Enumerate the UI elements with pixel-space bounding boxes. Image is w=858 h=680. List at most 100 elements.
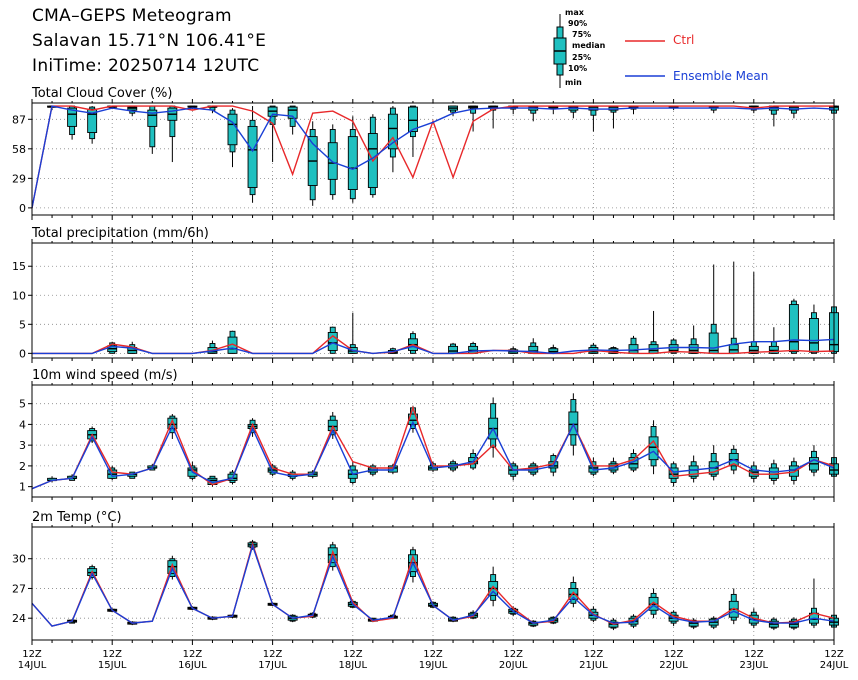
panel-frame — [31, 102, 835, 216]
x-date-label: 14JUL — [18, 660, 47, 671]
y-tick-label: 27 — [12, 582, 26, 595]
box-inner — [287, 106, 298, 119]
box-24 — [809, 304, 819, 354]
chart-title: CMA–GEPS Meteogram — [32, 6, 232, 26]
y-tick-label: 5 — [19, 318, 26, 331]
x-date-label: 15JUL — [98, 660, 127, 671]
mean-series — [31, 543, 835, 627]
box-18 — [688, 325, 699, 354]
panel-frame — [31, 242, 835, 359]
panel-3: 2m Temp (°C) 24 27 30 — [12, 510, 839, 645]
box-inner — [768, 467, 779, 479]
x-hour-label: 12Z — [664, 649, 684, 660]
legend-box-glyph — [553, 14, 665, 88]
legend-box-label: min — [565, 78, 582, 87]
legend-mean-label: Ensemble Mean — [673, 69, 769, 83]
box-13 — [307, 121, 318, 206]
box-inner — [809, 318, 819, 353]
legend-ctrl-label: Ctrl — [673, 33, 695, 47]
box-23 — [788, 298, 799, 354]
box-inner — [227, 113, 238, 146]
box-inner — [347, 136, 358, 190]
y-tick-label: 24 — [12, 612, 26, 625]
x-hour-label: 12Z — [744, 649, 764, 660]
x-date-label: 24JUL — [820, 660, 849, 671]
panel-frame — [31, 526, 835, 641]
x-date-label: 21JUL — [579, 660, 608, 671]
mean-series — [32, 338, 835, 355]
box-inner — [788, 304, 799, 353]
box-inner — [147, 109, 158, 127]
panel-title: Total Cloud Cover (%) — [31, 86, 172, 101]
box-inner — [327, 142, 338, 180]
y-tick-label: 1 — [19, 481, 26, 494]
legend-box-label: 90% — [568, 19, 588, 28]
location-label: Salavan 15.71°N 106.41°E — [32, 31, 267, 51]
box-15 — [347, 116, 358, 203]
box-19 — [448, 105, 458, 117]
y-tick-label: 10 — [12, 289, 26, 302]
y-tick-label: 3 — [19, 439, 26, 452]
box-33 — [788, 105, 799, 119]
y-tick-label: 29 — [12, 172, 26, 185]
box-19 — [708, 264, 719, 354]
box-21 — [468, 449, 479, 471]
legend-box-label: 75% — [572, 30, 592, 39]
x-date-label: 16JUL — [178, 660, 207, 671]
box-6 — [167, 105, 178, 163]
x-hour-label: 12Z — [423, 649, 443, 660]
box-22 — [768, 327, 779, 354]
ctrl-series — [31, 105, 834, 209]
box-inner — [448, 345, 458, 354]
legend-box-label: median — [572, 41, 606, 50]
y-tick-label: 4 — [19, 418, 26, 431]
x-hour-label: 12Z — [183, 649, 203, 660]
y-tick-label: 15 — [12, 260, 26, 273]
box-15 — [628, 335, 639, 354]
box-31 — [708, 616, 719, 630]
box-8 — [448, 342, 458, 354]
box-35 — [788, 617, 799, 631]
box-26 — [588, 105, 599, 132]
box-24 — [548, 105, 559, 115]
box-3 — [227, 330, 238, 354]
mean-series — [31, 105, 835, 209]
box-9 — [227, 108, 238, 168]
box-5 — [147, 105, 158, 154]
box-4 — [327, 326, 338, 354]
x-hour-label: 12Z — [584, 649, 604, 660]
panel-title: 10m wind speed (m/s) — [32, 368, 178, 383]
box-16 — [648, 310, 659, 354]
ctrl-series — [31, 541, 835, 627]
box-inner — [327, 331, 338, 351]
x-date-label: 17JUL — [258, 660, 287, 671]
panel-2: 10m wind speed (m/s) 1 2 3 4 5 — [19, 368, 839, 502]
legend-box-label: max — [565, 8, 584, 17]
x-axis-labels: 12Z14JUL12Z15JUL12Z16JUL12Z17JUL12Z18JUL… — [18, 649, 849, 671]
box-inner — [728, 344, 739, 354]
box-2 — [87, 106, 98, 144]
x-date-label: 19JUL — [419, 660, 448, 671]
box-12 — [548, 344, 559, 354]
box-inner — [628, 344, 639, 354]
x-hour-label: 12Z — [503, 649, 523, 660]
x-hour-label: 12Z — [824, 649, 844, 660]
box-36 — [809, 578, 819, 629]
panel-frame — [31, 384, 835, 498]
box-28 — [648, 588, 659, 619]
box-inner — [167, 417, 178, 430]
box-18 — [408, 405, 418, 433]
box-31 — [668, 461, 679, 487]
y-tick-label: 5 — [19, 398, 26, 411]
x-date-label: 18JUL — [339, 660, 368, 671]
box-20 — [728, 261, 739, 354]
box-21 — [748, 272, 759, 354]
x-hour-label: 12Z — [343, 649, 363, 660]
panel-title: Total precipitation (mm/6h) — [31, 226, 209, 241]
box-inner — [408, 106, 418, 132]
y-tick-label: 87 — [12, 113, 26, 126]
box-38 — [809, 445, 819, 477]
mean-series — [31, 420, 835, 490]
y-tick-label: 2 — [19, 460, 26, 473]
